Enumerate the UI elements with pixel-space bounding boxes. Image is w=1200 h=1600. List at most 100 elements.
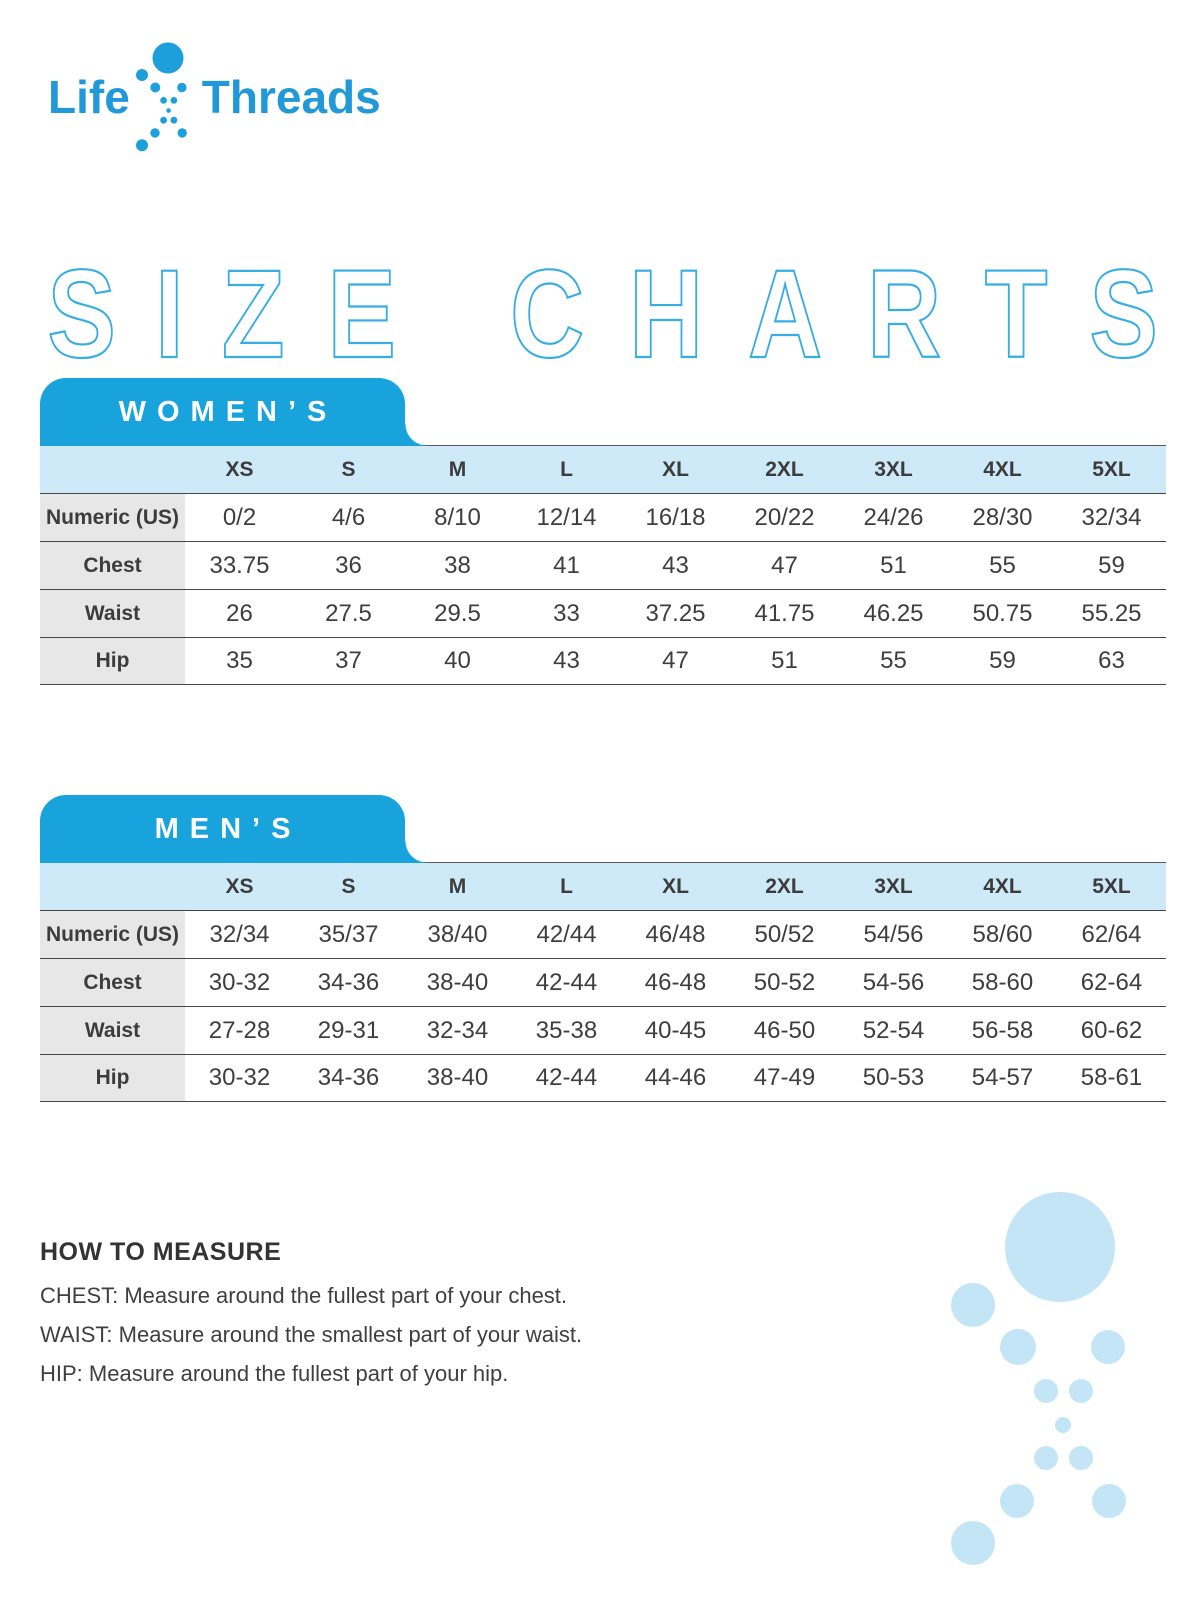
headline-letter: S xyxy=(47,244,117,384)
value-cell: 50-53 xyxy=(862,1064,925,1091)
value-cell: 40-45 xyxy=(644,1016,707,1044)
value-cell: 32/34 xyxy=(1081,503,1142,531)
size-header-cell: 2XL xyxy=(765,874,804,898)
size-header-row: XS S M L XL 2XL 3XL 4XL 5XL xyxy=(40,862,1166,910)
size-header-cell: M xyxy=(448,874,467,898)
decorative-dots-icon xyxy=(951,1192,1126,1565)
value-cell: 0/2 xyxy=(222,503,257,531)
logo-dots-icon xyxy=(135,42,187,152)
value-cell: 27-28 xyxy=(208,1016,271,1044)
mens-section: MEN’S XS S M L XL 2XL 3XL 4XL 5XL Numeric (US) 32… xyxy=(40,795,1166,1102)
size-header-cell: L xyxy=(560,874,573,898)
value-cell: 55 xyxy=(989,551,1016,579)
mens-tab: MEN’S xyxy=(40,795,427,863)
value-cell: 8/10 xyxy=(434,503,481,531)
value-cell: 33 xyxy=(553,599,580,627)
value-cell: 44-46 xyxy=(644,1064,707,1091)
size-header-cell: 5XL xyxy=(1092,874,1131,898)
value-cell: 54-56 xyxy=(862,968,925,996)
value-cell: 37.25 xyxy=(645,599,706,627)
value-cell: 35/37 xyxy=(318,920,379,948)
logo-text-life: Life xyxy=(48,71,130,123)
size-header-cell: 4XL xyxy=(983,874,1022,898)
value-cell: 46-50 xyxy=(753,1016,816,1044)
size-header-cell: L xyxy=(560,457,573,481)
row-label-cell: Waist xyxy=(40,1007,185,1054)
headline-letter: S xyxy=(1089,244,1159,384)
headline-letter: C xyxy=(510,244,586,384)
value-cell: 59 xyxy=(1098,551,1125,579)
womens-tab: WOMEN’S xyxy=(40,378,427,446)
value-cell: 62-64 xyxy=(1080,968,1143,996)
table-row: Waist 27-28 29-31 32-34 35-38 40-45 46-50 52-54… xyxy=(40,1006,1166,1054)
row-label-cell: Hip xyxy=(40,1055,185,1101)
size-header-cell: XL xyxy=(662,457,689,481)
value-cell: 59 xyxy=(989,647,1016,674)
value-cell: 34-36 xyxy=(317,968,380,996)
how-to-measure-section: HOW TO MEASURE CHEST: Measure around the… xyxy=(40,1238,760,1402)
row-label-cell: Waist xyxy=(40,590,185,637)
value-cell: 28/30 xyxy=(972,503,1033,531)
value-cell: 51 xyxy=(771,647,798,674)
size-header-row: XS S M L XL 2XL 3XL 4XL 5XL xyxy=(40,445,1166,493)
value-cell: 58-61 xyxy=(1080,1064,1143,1091)
value-cell: 41.75 xyxy=(754,599,815,627)
value-cell: 43 xyxy=(662,551,689,579)
value-cell: 60-62 xyxy=(1080,1016,1143,1044)
value-cell: 63 xyxy=(1098,647,1125,674)
value-cell: 37 xyxy=(335,647,362,674)
value-cell: 42-44 xyxy=(535,1064,598,1091)
value-cell: 26 xyxy=(226,599,253,627)
value-cell: 43 xyxy=(553,647,580,674)
value-cell: 55 xyxy=(880,647,907,674)
size-header-cell: 5XL xyxy=(1092,457,1131,481)
row-label-cell: Chest xyxy=(40,542,185,589)
how-to-measure-heading: HOW TO MEASURE xyxy=(40,1238,282,1266)
value-cell: 32/34 xyxy=(209,920,270,948)
row-label-cell: Hip xyxy=(40,638,185,684)
value-cell: 30-32 xyxy=(208,968,271,996)
row-label-cell: Chest xyxy=(40,959,185,1006)
value-cell: 50-52 xyxy=(753,968,816,996)
value-cell: 46.25 xyxy=(863,599,924,627)
value-cell: 38/40 xyxy=(427,920,488,948)
value-cell: 32-34 xyxy=(426,1016,489,1044)
headline-letter: T xyxy=(984,244,1048,384)
table-row: Numeric (US) 0/2 4/6 8/10 12/14 16/18 20/22 24/… xyxy=(40,493,1166,541)
header-spacer-cell xyxy=(40,446,185,493)
value-cell: 50/52 xyxy=(754,920,815,948)
value-cell: 16/18 xyxy=(645,503,706,531)
value-cell: 35 xyxy=(226,647,253,674)
value-cell: 24/26 xyxy=(863,503,924,531)
size-header-cell: 3XL xyxy=(874,874,913,898)
row-label-cell: Numeric (US) xyxy=(40,911,185,958)
size-header-cell: 4XL xyxy=(983,457,1022,481)
headline-letter: E xyxy=(327,244,397,384)
headline-letter: Z xyxy=(221,244,285,384)
table-row: Chest 33.75 36 38 41 43 47 51 55 59 xyxy=(40,541,1166,589)
value-cell: 30-32 xyxy=(208,1064,271,1091)
size-header-cell: 3XL xyxy=(874,457,913,481)
value-cell: 41 xyxy=(553,551,580,579)
value-cell: 20/22 xyxy=(754,503,815,531)
value-cell: 29-31 xyxy=(317,1016,380,1044)
size-header-cell: XL xyxy=(662,874,689,898)
value-cell: 4/6 xyxy=(331,503,366,531)
value-cell: 58/60 xyxy=(972,920,1033,948)
headline-letter: H xyxy=(628,244,704,384)
tab-label: MEN’S xyxy=(154,812,302,845)
measure-instruction-chest: CHEST: Measure around the fullest part o… xyxy=(40,1283,568,1308)
size-header-cell: M xyxy=(448,457,467,481)
table-row: Hip 30-32 34-36 38-40 42-44 44-46 47-49 50-53 54… xyxy=(40,1054,1166,1102)
value-cell: 47 xyxy=(662,647,689,674)
value-cell: 42-44 xyxy=(535,968,598,996)
value-cell: 38-40 xyxy=(426,1064,489,1091)
value-cell: 47 xyxy=(771,551,798,579)
headline-letter: R xyxy=(866,244,942,384)
value-cell: 50.75 xyxy=(972,599,1033,627)
measure-instruction-hip: HIP: Measure around the fullest part of … xyxy=(40,1361,509,1386)
value-cell: 55.25 xyxy=(1081,599,1142,627)
value-cell: 54/56 xyxy=(863,920,924,948)
